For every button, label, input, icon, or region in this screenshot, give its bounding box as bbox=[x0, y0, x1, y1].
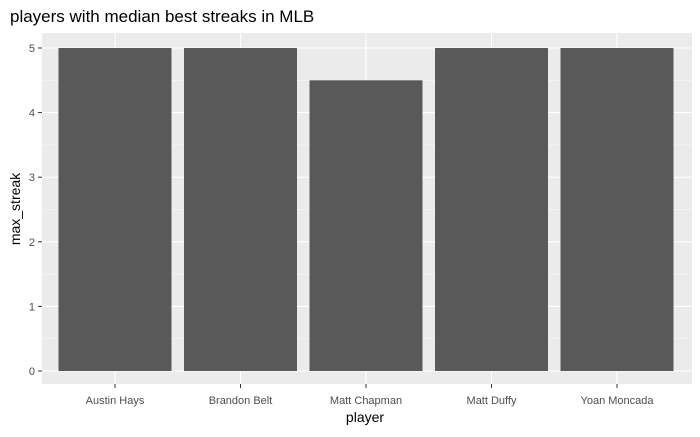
bar bbox=[309, 80, 423, 372]
bars bbox=[58, 48, 674, 372]
x-tick-label: Matt Duffy bbox=[467, 395, 517, 407]
x-tick-label: Matt Chapman bbox=[330, 395, 402, 407]
x-axis-ticks: Austin Hays Brandon Belt Matt Chapman Matt … bbox=[86, 384, 655, 407]
bar bbox=[560, 48, 674, 371]
x-tick-label: Yoan Moncada bbox=[581, 395, 655, 407]
y-tick-label: 4 bbox=[29, 108, 35, 120]
bar bbox=[184, 48, 297, 371]
y-axis-ticks: 0 1 2 3 4 5 bbox=[29, 43, 42, 378]
y-tick-label: 5 bbox=[29, 43, 35, 55]
y-axis-label: max_streak bbox=[7, 172, 23, 245]
y-tick-label: 0 bbox=[29, 366, 35, 378]
chart-title: players with median best streaks in MLB bbox=[10, 7, 314, 26]
x-tick-label: Brandon Belt bbox=[209, 395, 273, 407]
y-tick-label: 3 bbox=[29, 172, 35, 184]
y-tick-label: 1 bbox=[29, 301, 35, 313]
x-tick-label: Austin Hays bbox=[86, 395, 145, 407]
bar bbox=[58, 48, 172, 371]
x-axis-label: player bbox=[346, 409, 384, 425]
bar bbox=[435, 48, 548, 371]
y-tick-label: 2 bbox=[29, 237, 35, 249]
